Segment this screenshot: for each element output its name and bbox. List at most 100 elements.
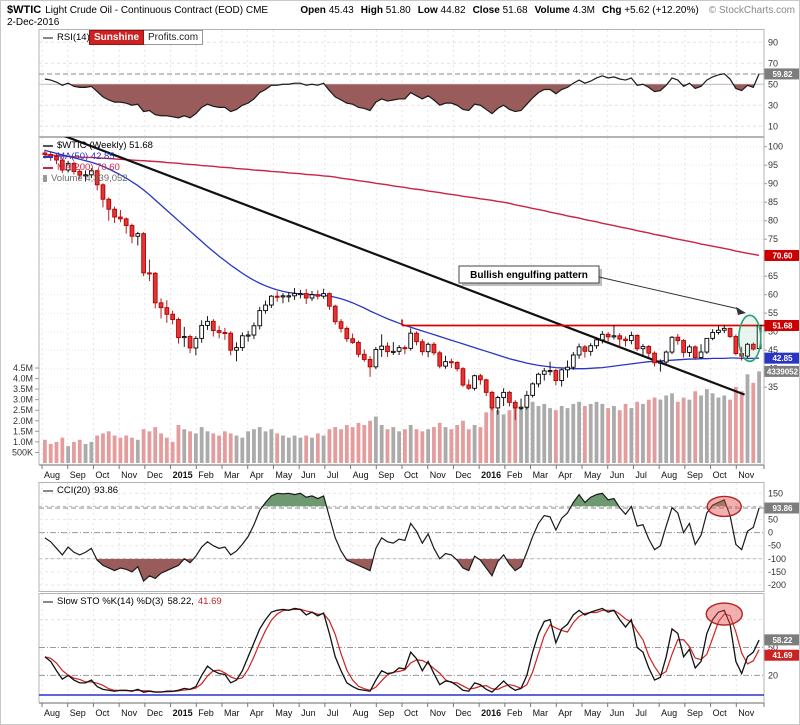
candlestick xyxy=(483,379,489,393)
candlestick xyxy=(547,370,553,373)
volume-bar xyxy=(54,441,59,463)
candlestick xyxy=(327,293,332,307)
volume-bar xyxy=(612,406,616,463)
candlestick xyxy=(495,397,501,409)
volume-bar xyxy=(344,425,349,463)
candlestick xyxy=(507,391,512,403)
candlestick xyxy=(390,350,396,353)
svg-text:Oct: Oct xyxy=(404,470,419,480)
candlestick xyxy=(408,332,414,349)
volume-bar xyxy=(426,429,431,463)
svg-text:Aug: Aug xyxy=(661,708,677,718)
candlestick xyxy=(617,335,623,340)
candlestick xyxy=(292,293,297,297)
svg-text:Nov: Nov xyxy=(121,708,138,718)
volume-bar xyxy=(641,403,645,463)
volume-bar xyxy=(269,429,274,463)
svg-text:Aug: Aug xyxy=(661,470,677,480)
volume-bar xyxy=(530,401,535,463)
volume-bar xyxy=(188,431,192,463)
value-box xyxy=(764,365,799,377)
svg-text:Apr: Apr xyxy=(250,708,264,718)
volume-bar xyxy=(397,431,401,463)
svg-text:Oct: Oct xyxy=(95,470,110,480)
svg-text:Aug: Aug xyxy=(44,470,60,480)
volume-bar xyxy=(432,427,436,463)
svg-text:Sep: Sep xyxy=(70,708,86,718)
candlestick xyxy=(257,310,263,327)
volume-bar xyxy=(217,435,221,463)
candlestick xyxy=(251,325,257,336)
candlestick xyxy=(321,293,326,297)
svg-text:Sep: Sep xyxy=(378,708,394,718)
volume-bar xyxy=(141,429,146,463)
svg-text:Nov: Nov xyxy=(738,470,755,480)
candlestick xyxy=(594,339,599,347)
volume-bar xyxy=(234,435,239,463)
candlestick xyxy=(239,335,245,349)
candlestick xyxy=(541,370,547,375)
volume-bar xyxy=(443,427,448,463)
svg-text:Jul: Jul xyxy=(635,470,647,480)
volume-bar xyxy=(292,435,297,463)
svg-text:50: 50 xyxy=(768,327,778,337)
cci-peak-ellipse xyxy=(706,495,742,518)
candlestick xyxy=(216,330,222,333)
volume-bar xyxy=(205,431,210,463)
value-box xyxy=(764,319,799,331)
svg-text:Aug: Aug xyxy=(353,708,369,718)
candlestick xyxy=(280,295,286,298)
svg-text:Apr: Apr xyxy=(250,470,264,480)
volume-bar xyxy=(553,410,558,463)
volume-bar xyxy=(228,433,233,463)
svg-text:Feb: Feb xyxy=(507,470,523,480)
volume-bar xyxy=(339,429,343,463)
volume-bar xyxy=(484,412,489,463)
candlestick xyxy=(100,184,106,200)
candlestick xyxy=(315,294,321,297)
svg-text:30: 30 xyxy=(768,100,778,110)
volume-bar xyxy=(548,408,552,463)
candlestick xyxy=(164,307,170,315)
sto-peak-ellipse xyxy=(705,602,743,626)
candlestick xyxy=(309,294,315,299)
svg-text:Sep: Sep xyxy=(687,470,703,480)
svg-text:70: 70 xyxy=(768,58,778,68)
candlestick xyxy=(745,343,750,357)
candlestick xyxy=(512,401,518,409)
volume-bar xyxy=(629,408,634,463)
quote-high: High 51.80 xyxy=(360,5,411,16)
ohlc-quote: Open 45.43 High 51.80 Low 44.82 Close 51.68… xyxy=(293,5,698,16)
volume-bar xyxy=(368,420,372,463)
volume-bar xyxy=(699,395,703,463)
svg-text:50: 50 xyxy=(768,515,778,525)
volume-bar xyxy=(281,435,285,463)
volume-bar xyxy=(658,399,663,463)
svg-text:59.82: 59.82 xyxy=(772,70,793,79)
svg-text:Jun: Jun xyxy=(610,708,625,718)
candlestick xyxy=(478,375,483,381)
volume-bar xyxy=(414,429,419,463)
svg-text:May: May xyxy=(275,708,293,718)
volume-bar xyxy=(693,391,698,463)
downtrend-line xyxy=(64,137,745,396)
svg-text:Apr: Apr xyxy=(558,708,572,718)
candlestick xyxy=(640,346,646,350)
candlestick xyxy=(269,295,274,306)
quote-close: Close 51.68 xyxy=(472,5,528,16)
svg-text:-100: -100 xyxy=(768,554,786,564)
candlestick xyxy=(135,233,141,237)
candlestick xyxy=(565,366,570,371)
quote-open: Open 45.43 xyxy=(300,5,354,16)
candlestick xyxy=(605,333,611,338)
value-box xyxy=(764,68,799,80)
candlestick xyxy=(367,358,373,368)
volume-bar xyxy=(362,425,367,463)
volume-bar xyxy=(43,439,47,463)
candlestick xyxy=(112,208,117,218)
svg-text:500K: 500K xyxy=(12,447,33,457)
volume-bar xyxy=(403,429,407,463)
value-box xyxy=(764,634,799,646)
candlestick xyxy=(344,327,350,340)
candlestick xyxy=(106,198,112,210)
